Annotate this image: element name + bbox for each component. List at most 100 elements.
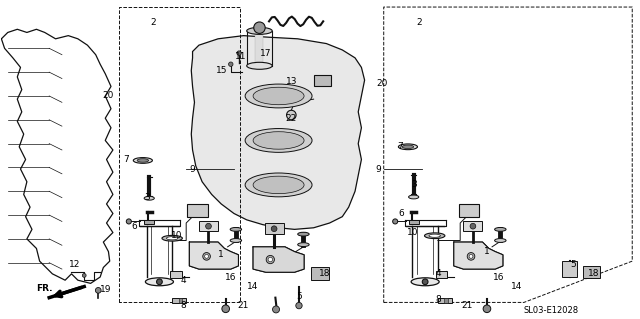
Polygon shape xyxy=(454,242,503,269)
Circle shape xyxy=(157,279,163,285)
Text: 16: 16 xyxy=(493,272,504,281)
Ellipse shape xyxy=(166,237,178,240)
Text: 10: 10 xyxy=(171,231,182,240)
Circle shape xyxy=(126,219,131,224)
Ellipse shape xyxy=(429,234,440,237)
Ellipse shape xyxy=(408,195,419,199)
Circle shape xyxy=(469,255,473,258)
Bar xyxy=(408,220,419,224)
Bar xyxy=(444,298,448,303)
Text: 8: 8 xyxy=(180,301,186,310)
Circle shape xyxy=(95,287,101,293)
Text: 20: 20 xyxy=(103,92,114,100)
Bar xyxy=(314,75,332,86)
Bar xyxy=(459,204,479,217)
Ellipse shape xyxy=(398,144,417,150)
Text: 4: 4 xyxy=(180,276,186,285)
Bar xyxy=(264,223,284,234)
Polygon shape xyxy=(189,242,239,269)
Text: 22: 22 xyxy=(285,114,297,123)
Circle shape xyxy=(422,279,428,285)
Circle shape xyxy=(467,253,475,260)
Circle shape xyxy=(470,223,476,229)
Ellipse shape xyxy=(145,278,173,286)
Bar xyxy=(463,221,483,231)
Text: 18: 18 xyxy=(319,269,331,278)
Circle shape xyxy=(253,22,265,33)
Ellipse shape xyxy=(245,84,312,108)
Circle shape xyxy=(273,306,280,313)
Text: 12: 12 xyxy=(69,260,81,269)
Text: 19: 19 xyxy=(99,285,111,294)
Text: 1: 1 xyxy=(484,247,490,256)
Text: 16: 16 xyxy=(225,272,237,281)
Text: 5: 5 xyxy=(571,260,577,269)
Text: 21: 21 xyxy=(461,301,472,310)
Circle shape xyxy=(222,305,230,313)
Bar xyxy=(188,204,208,217)
Text: 15: 15 xyxy=(216,66,227,75)
Text: 4: 4 xyxy=(435,269,441,278)
Text: SL03-E12028: SL03-E12028 xyxy=(523,306,578,315)
Ellipse shape xyxy=(253,87,304,105)
Text: 7: 7 xyxy=(123,155,129,164)
Text: 6: 6 xyxy=(399,209,404,218)
Text: 2: 2 xyxy=(150,19,156,27)
Text: 10: 10 xyxy=(406,228,418,237)
Bar xyxy=(144,220,154,224)
Text: 18: 18 xyxy=(588,269,600,278)
Circle shape xyxy=(287,110,296,120)
Ellipse shape xyxy=(137,159,148,162)
Ellipse shape xyxy=(495,239,506,242)
Text: 9: 9 xyxy=(376,165,381,174)
Ellipse shape xyxy=(298,232,309,236)
Circle shape xyxy=(483,305,491,313)
Ellipse shape xyxy=(162,235,182,241)
Bar xyxy=(170,271,182,278)
Text: 3: 3 xyxy=(412,181,417,189)
Text: 17: 17 xyxy=(260,48,271,58)
Circle shape xyxy=(203,253,211,260)
Circle shape xyxy=(266,256,275,264)
Bar xyxy=(562,261,577,277)
Ellipse shape xyxy=(230,239,242,242)
Ellipse shape xyxy=(247,62,272,69)
Ellipse shape xyxy=(144,196,154,200)
Ellipse shape xyxy=(402,145,413,149)
Circle shape xyxy=(205,255,209,258)
Ellipse shape xyxy=(245,129,312,152)
Circle shape xyxy=(228,62,233,66)
Circle shape xyxy=(393,219,397,224)
Ellipse shape xyxy=(411,278,439,286)
Text: 6: 6 xyxy=(131,222,137,231)
Ellipse shape xyxy=(253,132,304,149)
Ellipse shape xyxy=(495,227,506,231)
Text: 14: 14 xyxy=(511,282,522,291)
Ellipse shape xyxy=(298,243,309,247)
Circle shape xyxy=(296,302,302,309)
Polygon shape xyxy=(253,247,304,272)
Text: 9: 9 xyxy=(189,165,195,174)
Text: 20: 20 xyxy=(377,79,388,88)
Ellipse shape xyxy=(424,233,445,239)
Circle shape xyxy=(268,257,273,262)
Circle shape xyxy=(205,223,211,229)
Text: 11: 11 xyxy=(236,52,247,61)
Text: 14: 14 xyxy=(248,282,259,291)
Bar xyxy=(438,298,452,303)
Text: 7: 7 xyxy=(397,142,403,151)
Circle shape xyxy=(237,51,241,55)
Ellipse shape xyxy=(253,176,304,194)
Text: 8: 8 xyxy=(435,295,441,304)
Text: FR.: FR. xyxy=(36,284,53,293)
Text: 2: 2 xyxy=(416,19,422,27)
Polygon shape xyxy=(191,36,365,229)
Text: 21: 21 xyxy=(238,301,249,310)
Ellipse shape xyxy=(247,27,272,34)
Text: 1: 1 xyxy=(218,250,224,259)
Circle shape xyxy=(271,226,277,232)
Ellipse shape xyxy=(133,158,152,163)
Text: 3: 3 xyxy=(144,193,150,202)
Ellipse shape xyxy=(230,227,242,231)
Text: 5: 5 xyxy=(296,292,302,300)
